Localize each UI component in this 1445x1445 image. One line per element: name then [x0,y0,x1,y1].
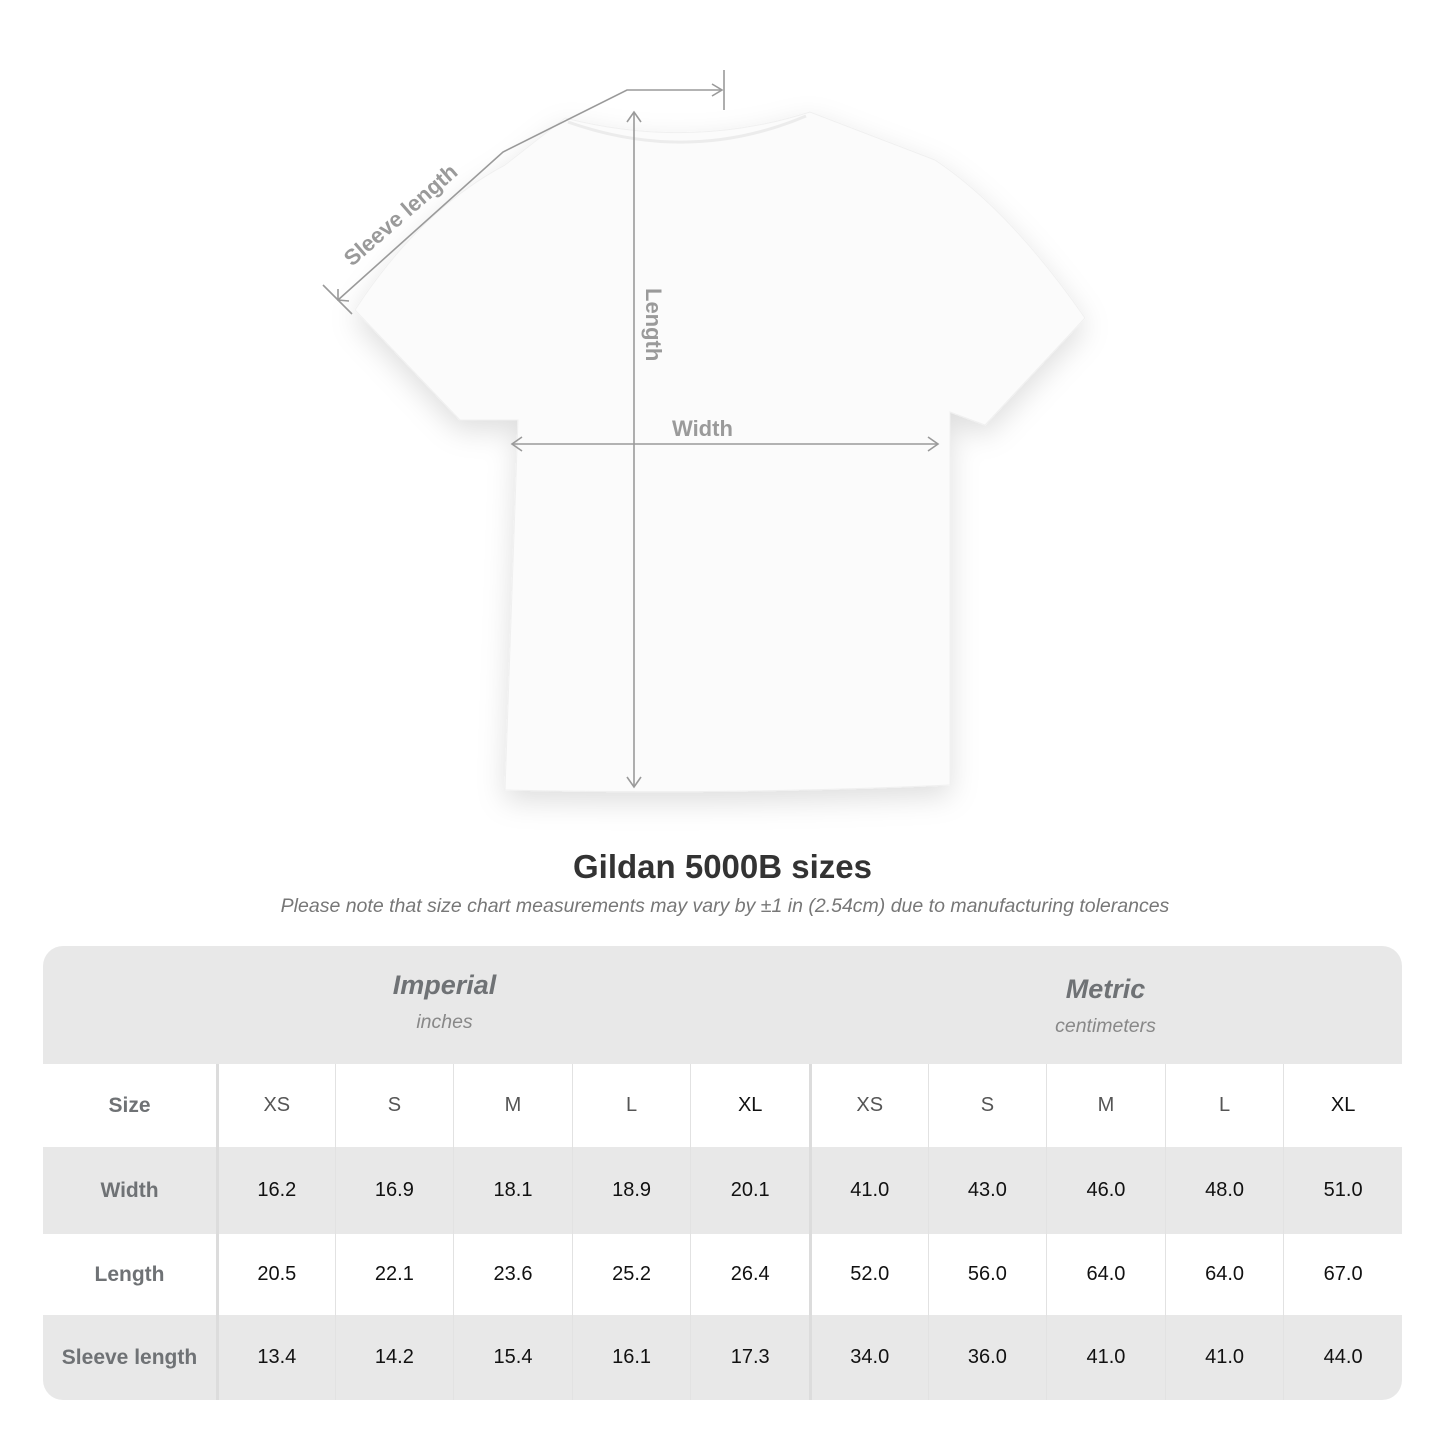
table-cell: 43.0 [927,1147,1047,1234]
metric-unit: centimeters [1055,1015,1156,1037]
arrowhead-icon [626,776,642,789]
table-cell: 18.1 [453,1147,572,1234]
size-header: M [1046,1064,1165,1147]
table-cell: 41.0 [1164,1315,1284,1400]
table-cell: 15.4 [453,1315,572,1400]
table-cell: 18.9 [571,1147,691,1234]
size-header: S [927,1064,1047,1147]
table-cell: 51.0 [1283,1147,1402,1234]
table-cell: 16.1 [571,1315,691,1400]
size-header-row: Size XS S M L XL XS S M L XL [43,1064,1402,1147]
table-cell: 14.2 [334,1315,454,1400]
arrowhead-icon [711,83,724,97]
table-cell: 23.6 [453,1234,572,1315]
page-title: Gildan 5000B sizes [573,848,872,885]
table-cell: 48.0 [1164,1147,1284,1234]
size-header: XS [216,1064,335,1147]
table-cell: 13.4 [216,1315,335,1400]
size-header: S [334,1064,454,1147]
table-cell: 44.0 [1283,1315,1402,1400]
table-cell: 25.2 [571,1234,691,1315]
table-row: Sleeve length 13.4 14.2 15.4 16.1 17.3 34.0 36.… [43,1315,1402,1400]
tolerance-note: Please note that size chart measurements… [280,895,1170,917]
arrowhead-icon [626,110,642,123]
size-header: L [571,1064,691,1147]
arrowhead-icon [927,436,940,452]
size-header: XL [1283,1064,1402,1147]
table-cell: 16.2 [216,1147,335,1234]
row-label: Length [94,1262,165,1286]
table-cell: 46.0 [1046,1147,1165,1234]
metric-title: Metric [1065,974,1146,1004]
length-label: Length [641,288,666,361]
size-header: XL [690,1064,809,1147]
arrowhead-icon [337,289,350,302]
imperial-unit: inches [416,1011,473,1033]
table-cell: 64.0 [1046,1234,1165,1315]
table-cell: 56.0 [927,1234,1047,1315]
table-cell: 64.0 [1164,1234,1284,1315]
table-cell: 20.1 [690,1147,809,1234]
table-cell: 26.4 [690,1234,809,1315]
size-header: XS [808,1064,928,1147]
size-label: Size [108,1093,151,1117]
table-cell: 41.0 [808,1147,928,1234]
table-cell: 22.1 [334,1234,454,1315]
size-table: Imperial inches Metric centimeters Size X… [43,946,1402,1400]
sleeve-length-arrow [337,89,722,301]
table-cell: 17.3 [690,1315,809,1400]
size-header: M [453,1064,572,1147]
row-label: Sleeve length [61,1345,198,1369]
unit-header-band [43,946,1402,1064]
table-cell: 36.0 [927,1315,1047,1400]
metric-header: Metric centimeters [809,974,1402,1038]
table-cell: 20.5 [216,1234,335,1315]
table-row: Length 20.5 22.1 23.6 25.2 26.4 52.0 56.0 64.0 64… [43,1234,1402,1315]
width-label: Width [672,416,733,441]
tshirt-diagram: Sleeve length Length Width [322,70,1086,793]
arrowhead-icon [510,436,523,452]
table-cell: 16.9 [334,1147,454,1234]
table-cell: 67.0 [1283,1234,1402,1315]
imperial-title: Imperial [392,970,497,1000]
table-row: Width 16.2 16.9 18.1 18.9 20.1 41.0 43.0 46.0 48.… [43,1147,1402,1234]
size-header: L [1164,1064,1284,1147]
row-label: Width [100,1178,159,1202]
table-cell: 52.0 [808,1234,928,1315]
table-cell: 34.0 [808,1315,928,1400]
neckline [567,114,807,144]
tshirt-image [354,111,1086,793]
imperial-header: Imperial inches [216,970,673,1034]
table-cell: 41.0 [1046,1315,1165,1400]
